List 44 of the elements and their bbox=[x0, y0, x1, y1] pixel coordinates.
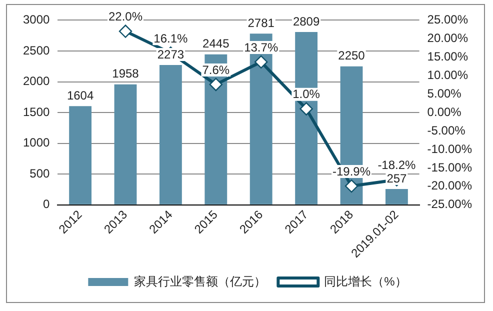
data-label: 22.0% bbox=[108, 10, 143, 24]
y-tick-label: 500 bbox=[30, 166, 50, 180]
bar bbox=[385, 189, 408, 204]
bar bbox=[69, 106, 92, 204]
y2-tick-label: -25.00% bbox=[427, 197, 472, 212]
bar bbox=[114, 84, 137, 204]
y-tick-label: 1500 bbox=[22, 104, 50, 119]
legend-label: 家具行业零售额（亿元） bbox=[134, 274, 266, 288]
data-label: 2250 bbox=[338, 48, 366, 63]
data-label: 16.1% bbox=[154, 31, 188, 46]
bar bbox=[159, 64, 182, 204]
data-label: 13.7% bbox=[244, 40, 278, 54]
point bbox=[300, 102, 313, 116]
y-tick-label: 2500 bbox=[22, 43, 50, 58]
y2-tick-label: 20.00% bbox=[427, 30, 468, 45]
y2-tick-label: -5.00% bbox=[427, 123, 466, 138]
point bbox=[344, 179, 358, 193]
data-label: 2809 bbox=[292, 14, 320, 28]
y2-tick-label: 0.00% bbox=[427, 104, 462, 119]
data-label: 2781 bbox=[248, 16, 275, 30]
data-label: 2445 bbox=[202, 36, 230, 51]
y-tick-label: 0 bbox=[43, 197, 50, 212]
data-label: -19.9% bbox=[332, 164, 371, 178]
y-tick-label: 3000 bbox=[22, 12, 50, 27]
y2-tick-label: -20.00% bbox=[427, 178, 472, 193]
data-label: 257 bbox=[386, 171, 408, 186]
data-label: 1.0% bbox=[292, 87, 320, 102]
legend-label: 同比增长（%） bbox=[324, 274, 407, 288]
data-label: -18.2% bbox=[378, 158, 416, 172]
y2-tick-label: 10.00% bbox=[427, 68, 468, 82]
y2-tick-label: -15.00% bbox=[427, 160, 472, 174]
y-tick-label: 2000 bbox=[22, 74, 50, 88]
y2-tick-label: 15.00% bbox=[427, 49, 468, 64]
y2-tick-label: 5.00% bbox=[427, 86, 462, 100]
data-label: 2273 bbox=[157, 47, 184, 62]
point bbox=[209, 78, 222, 92]
point bbox=[254, 55, 268, 69]
point bbox=[118, 24, 132, 38]
data-label: 1604 bbox=[66, 88, 94, 102]
y2-tick-label: -10.00% bbox=[427, 142, 472, 156]
data-label: 1958 bbox=[112, 66, 140, 81]
y2-tick-label: 25.00% bbox=[427, 12, 468, 27]
y-tick-label: 1000 bbox=[22, 136, 50, 150]
data-label: 7.6% bbox=[202, 62, 230, 77]
